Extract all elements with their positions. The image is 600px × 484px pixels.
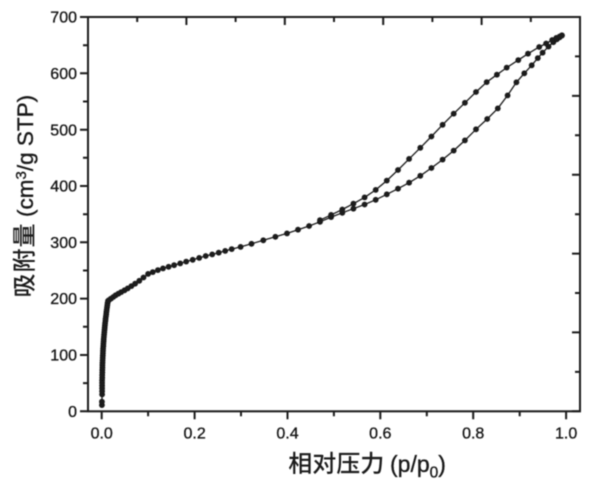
svg-text:0.4: 0.4	[276, 426, 298, 443]
svg-text:600: 600	[50, 66, 77, 83]
svg-text:700: 700	[50, 10, 77, 27]
svg-text:1.0: 1.0	[555, 426, 577, 443]
svg-text:300: 300	[50, 235, 77, 252]
svg-text:0.0: 0.0	[91, 426, 113, 443]
svg-text:(p/p0): (p/p0)	[390, 451, 446, 482]
svg-text:100: 100	[50, 348, 77, 365]
svg-text:(cm3/g STP): (cm3/g STP)	[13, 95, 38, 217]
svg-text:0.8: 0.8	[462, 426, 484, 443]
svg-text:200: 200	[50, 291, 77, 308]
svg-text:0.6: 0.6	[369, 426, 391, 443]
svg-text:0: 0	[68, 404, 77, 421]
svg-text:400: 400	[50, 179, 77, 196]
svg-text:0.2: 0.2	[183, 426, 205, 443]
svg-text:500: 500	[50, 122, 77, 139]
